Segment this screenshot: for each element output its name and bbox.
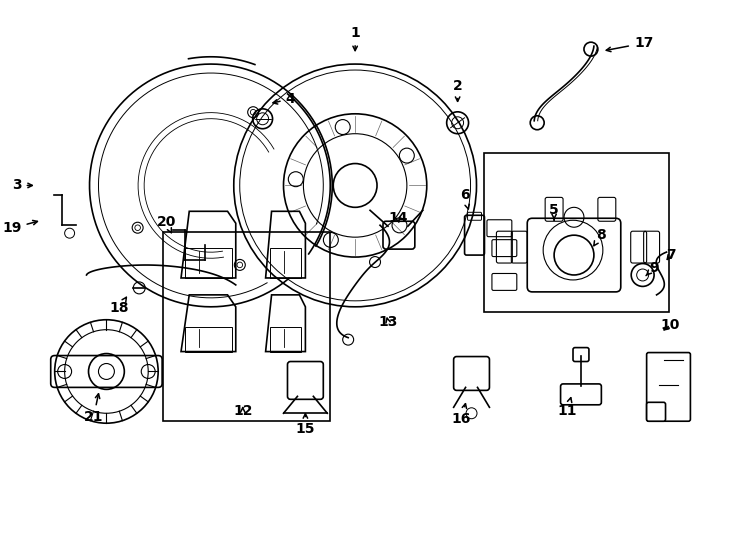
Text: 11: 11 — [557, 397, 577, 418]
Bar — [269, 248, 302, 278]
Text: 3: 3 — [12, 178, 32, 192]
FancyBboxPatch shape — [647, 402, 666, 421]
Text: 17: 17 — [606, 36, 653, 52]
Text: 20: 20 — [156, 215, 176, 233]
Text: 19: 19 — [2, 220, 37, 235]
Text: 16: 16 — [452, 404, 471, 426]
Bar — [163, 232, 330, 421]
Text: 13: 13 — [378, 315, 398, 329]
Text: 15: 15 — [296, 414, 315, 436]
Bar — [484, 153, 669, 312]
Text: 1: 1 — [350, 26, 360, 51]
Text: 6: 6 — [459, 188, 469, 209]
Text: 5: 5 — [549, 203, 559, 220]
Bar — [185, 248, 232, 278]
Text: 10: 10 — [661, 318, 680, 332]
Text: 4: 4 — [273, 92, 295, 106]
Text: 12: 12 — [233, 404, 252, 418]
Text: 7: 7 — [666, 248, 675, 262]
Text: 21: 21 — [84, 394, 103, 424]
Text: 2: 2 — [453, 79, 462, 102]
Bar — [269, 327, 302, 352]
Text: 8: 8 — [594, 228, 606, 246]
Text: 14: 14 — [388, 211, 407, 225]
Text: 18: 18 — [109, 297, 129, 315]
Text: 9: 9 — [646, 261, 658, 275]
Bar — [185, 327, 232, 352]
